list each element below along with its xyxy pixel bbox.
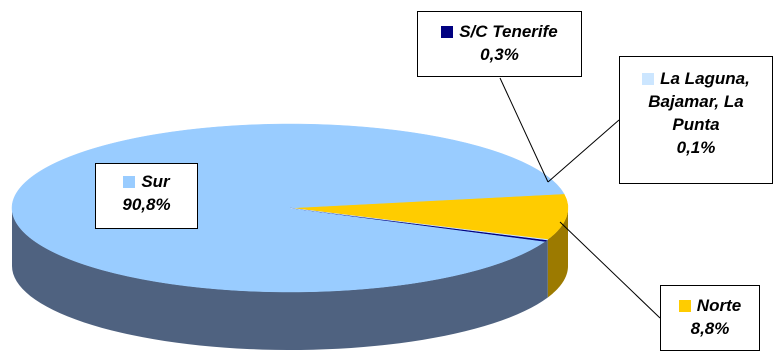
data-label-la-laguna: La Laguna, Bajamar, La Punta 0,1% xyxy=(619,56,773,184)
pie-side-walls xyxy=(12,208,568,350)
value-la-laguna: 0,1% xyxy=(676,138,716,157)
legend-key-la-laguna xyxy=(642,73,655,85)
label-norte: Norte xyxy=(696,296,742,315)
side-sur xyxy=(12,208,548,350)
label-la-laguna-line1: La Laguna, xyxy=(660,69,750,88)
leader-line-sc-tenerife xyxy=(499,77,549,183)
legend-key-sur xyxy=(123,176,136,188)
slice-norte xyxy=(289,193,569,240)
legend-key-sc-tenerife xyxy=(441,26,454,38)
label-la-laguna-line3: Punta xyxy=(672,115,720,134)
data-label-sur: Sur 90,8% xyxy=(95,163,198,229)
label-sur: Sur xyxy=(141,172,170,191)
value-sur: 90,8% xyxy=(122,195,171,214)
data-label-sc-tenerife: S/C Tenerife 0,3% xyxy=(417,11,582,77)
leader-line-norte xyxy=(559,221,661,319)
label-sc-tenerife: S/C Tenerife xyxy=(459,22,558,41)
label-la-laguna-line2: Bajamar, La xyxy=(648,92,744,111)
value-sc-tenerife: 0,3% xyxy=(480,45,519,64)
value-norte: 8,8% xyxy=(690,319,730,338)
slice-la-laguna xyxy=(289,207,549,241)
leader-lines xyxy=(499,77,661,319)
data-label-norte: Norte 8,8% xyxy=(660,285,760,351)
side-norte xyxy=(547,208,568,298)
legend-key-norte xyxy=(678,300,691,312)
leader-line-la-laguna xyxy=(547,119,620,183)
